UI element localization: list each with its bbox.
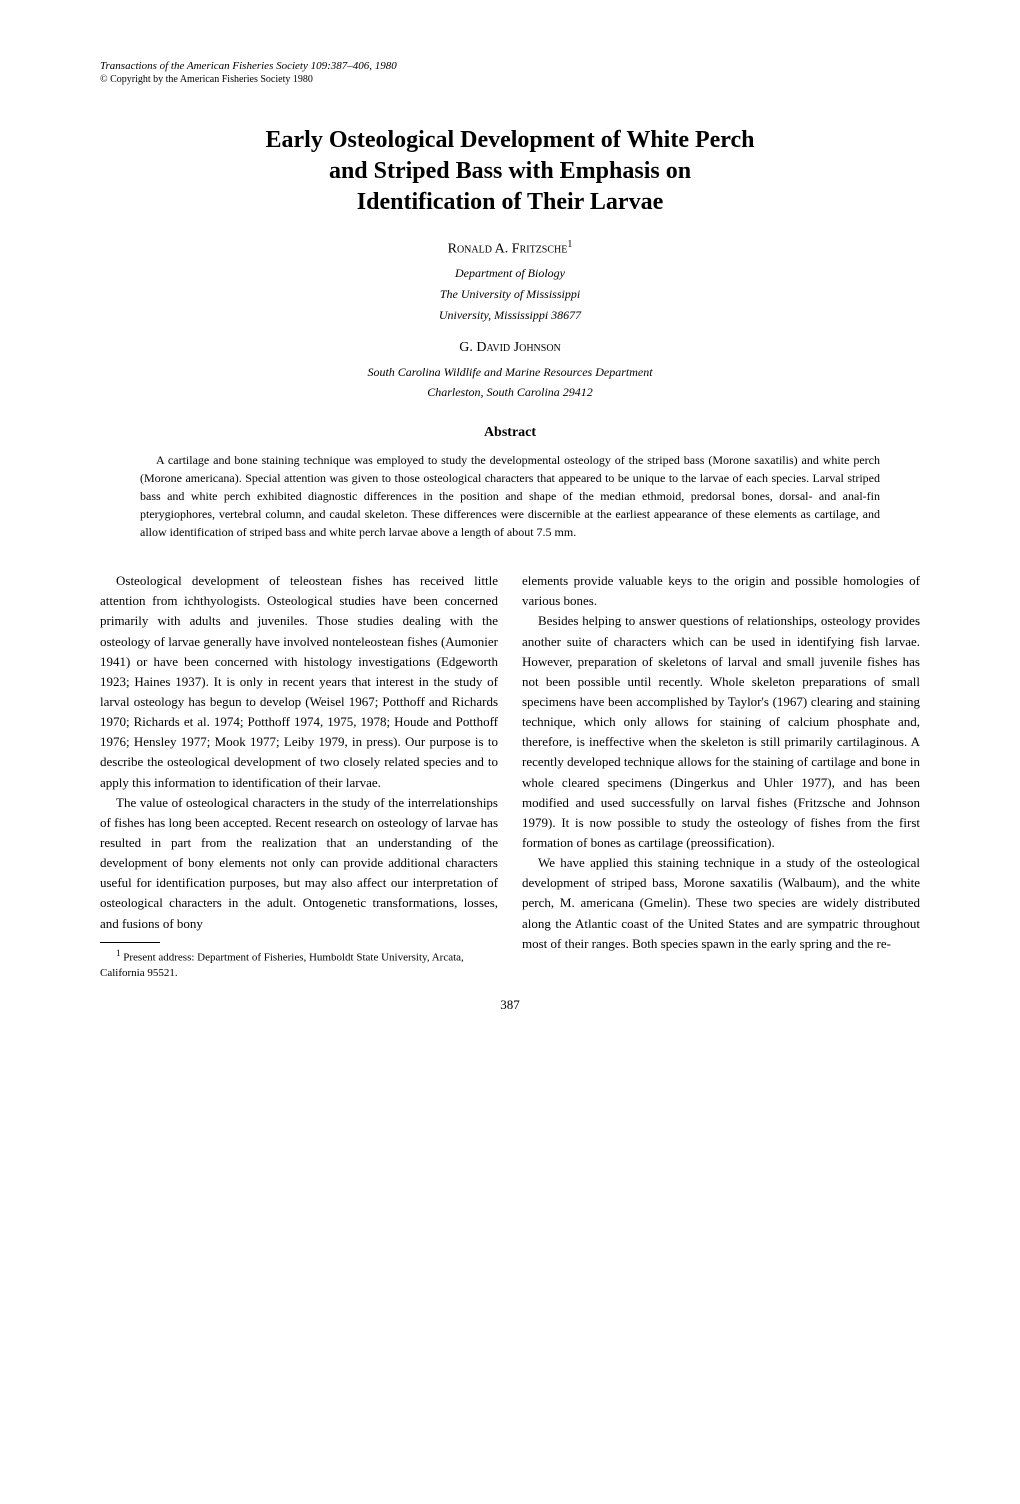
footnote-rule bbox=[100, 942, 160, 943]
author-2-name: G. David Johnson bbox=[100, 340, 920, 356]
left-paragraph-2: The value of osteological characters in … bbox=[100, 793, 498, 934]
title-line-2: and Striped Bass with Emphasis on bbox=[329, 158, 691, 184]
footnote-1: 1 Present address: Department of Fisheri… bbox=[100, 947, 498, 981]
author-1-text: Ronald A. Fritzsche bbox=[448, 241, 568, 256]
title-line-1: Early Osteological Development of White … bbox=[265, 127, 754, 153]
abstract-text: A cartilage and bone staining technique … bbox=[140, 453, 880, 539]
author-1-affiliation-2: The University of Mississippi bbox=[100, 286, 920, 303]
right-column: elements provide valuable keys to the or… bbox=[522, 571, 920, 981]
author-2-affiliation-1: South Carolina Wildlife and Marine Resou… bbox=[100, 364, 920, 381]
author-1-affiliation-3: University, Mississippi 38677 bbox=[100, 307, 920, 324]
footnote-text: Present address: Department of Fisheries… bbox=[100, 951, 464, 978]
right-paragraph-1: elements provide valuable keys to the or… bbox=[522, 571, 920, 611]
author-1-affiliation-1: Department of Biology bbox=[100, 265, 920, 282]
author-1-footnote-ref: 1 bbox=[567, 239, 572, 250]
body-columns: Osteological development of teleostean f… bbox=[100, 571, 920, 981]
article-title: Early Osteological Development of White … bbox=[100, 125, 920, 219]
title-line-3: Identification of Their Larvae bbox=[357, 189, 663, 215]
author-1-name: Ronald A. Fritzsche1 bbox=[100, 239, 920, 258]
left-paragraph-1: Osteological development of teleostean f… bbox=[100, 571, 498, 793]
right-paragraph-2: Besides helping to answer questions of r… bbox=[522, 611, 920, 853]
page-number: 387 bbox=[100, 997, 920, 1013]
journal-citation: Transactions of the American Fisheries S… bbox=[100, 60, 920, 72]
abstract-body: A cartilage and bone staining technique … bbox=[140, 451, 880, 541]
author-2-affiliation-2: Charleston, South Carolina 29412 bbox=[100, 384, 920, 401]
right-paragraph-3: We have applied this staining technique … bbox=[522, 853, 920, 954]
abstract-heading: Abstract bbox=[100, 425, 920, 441]
copyright-line: © Copyright by the American Fisheries So… bbox=[100, 74, 920, 85]
left-column: Osteological development of teleostean f… bbox=[100, 571, 498, 981]
